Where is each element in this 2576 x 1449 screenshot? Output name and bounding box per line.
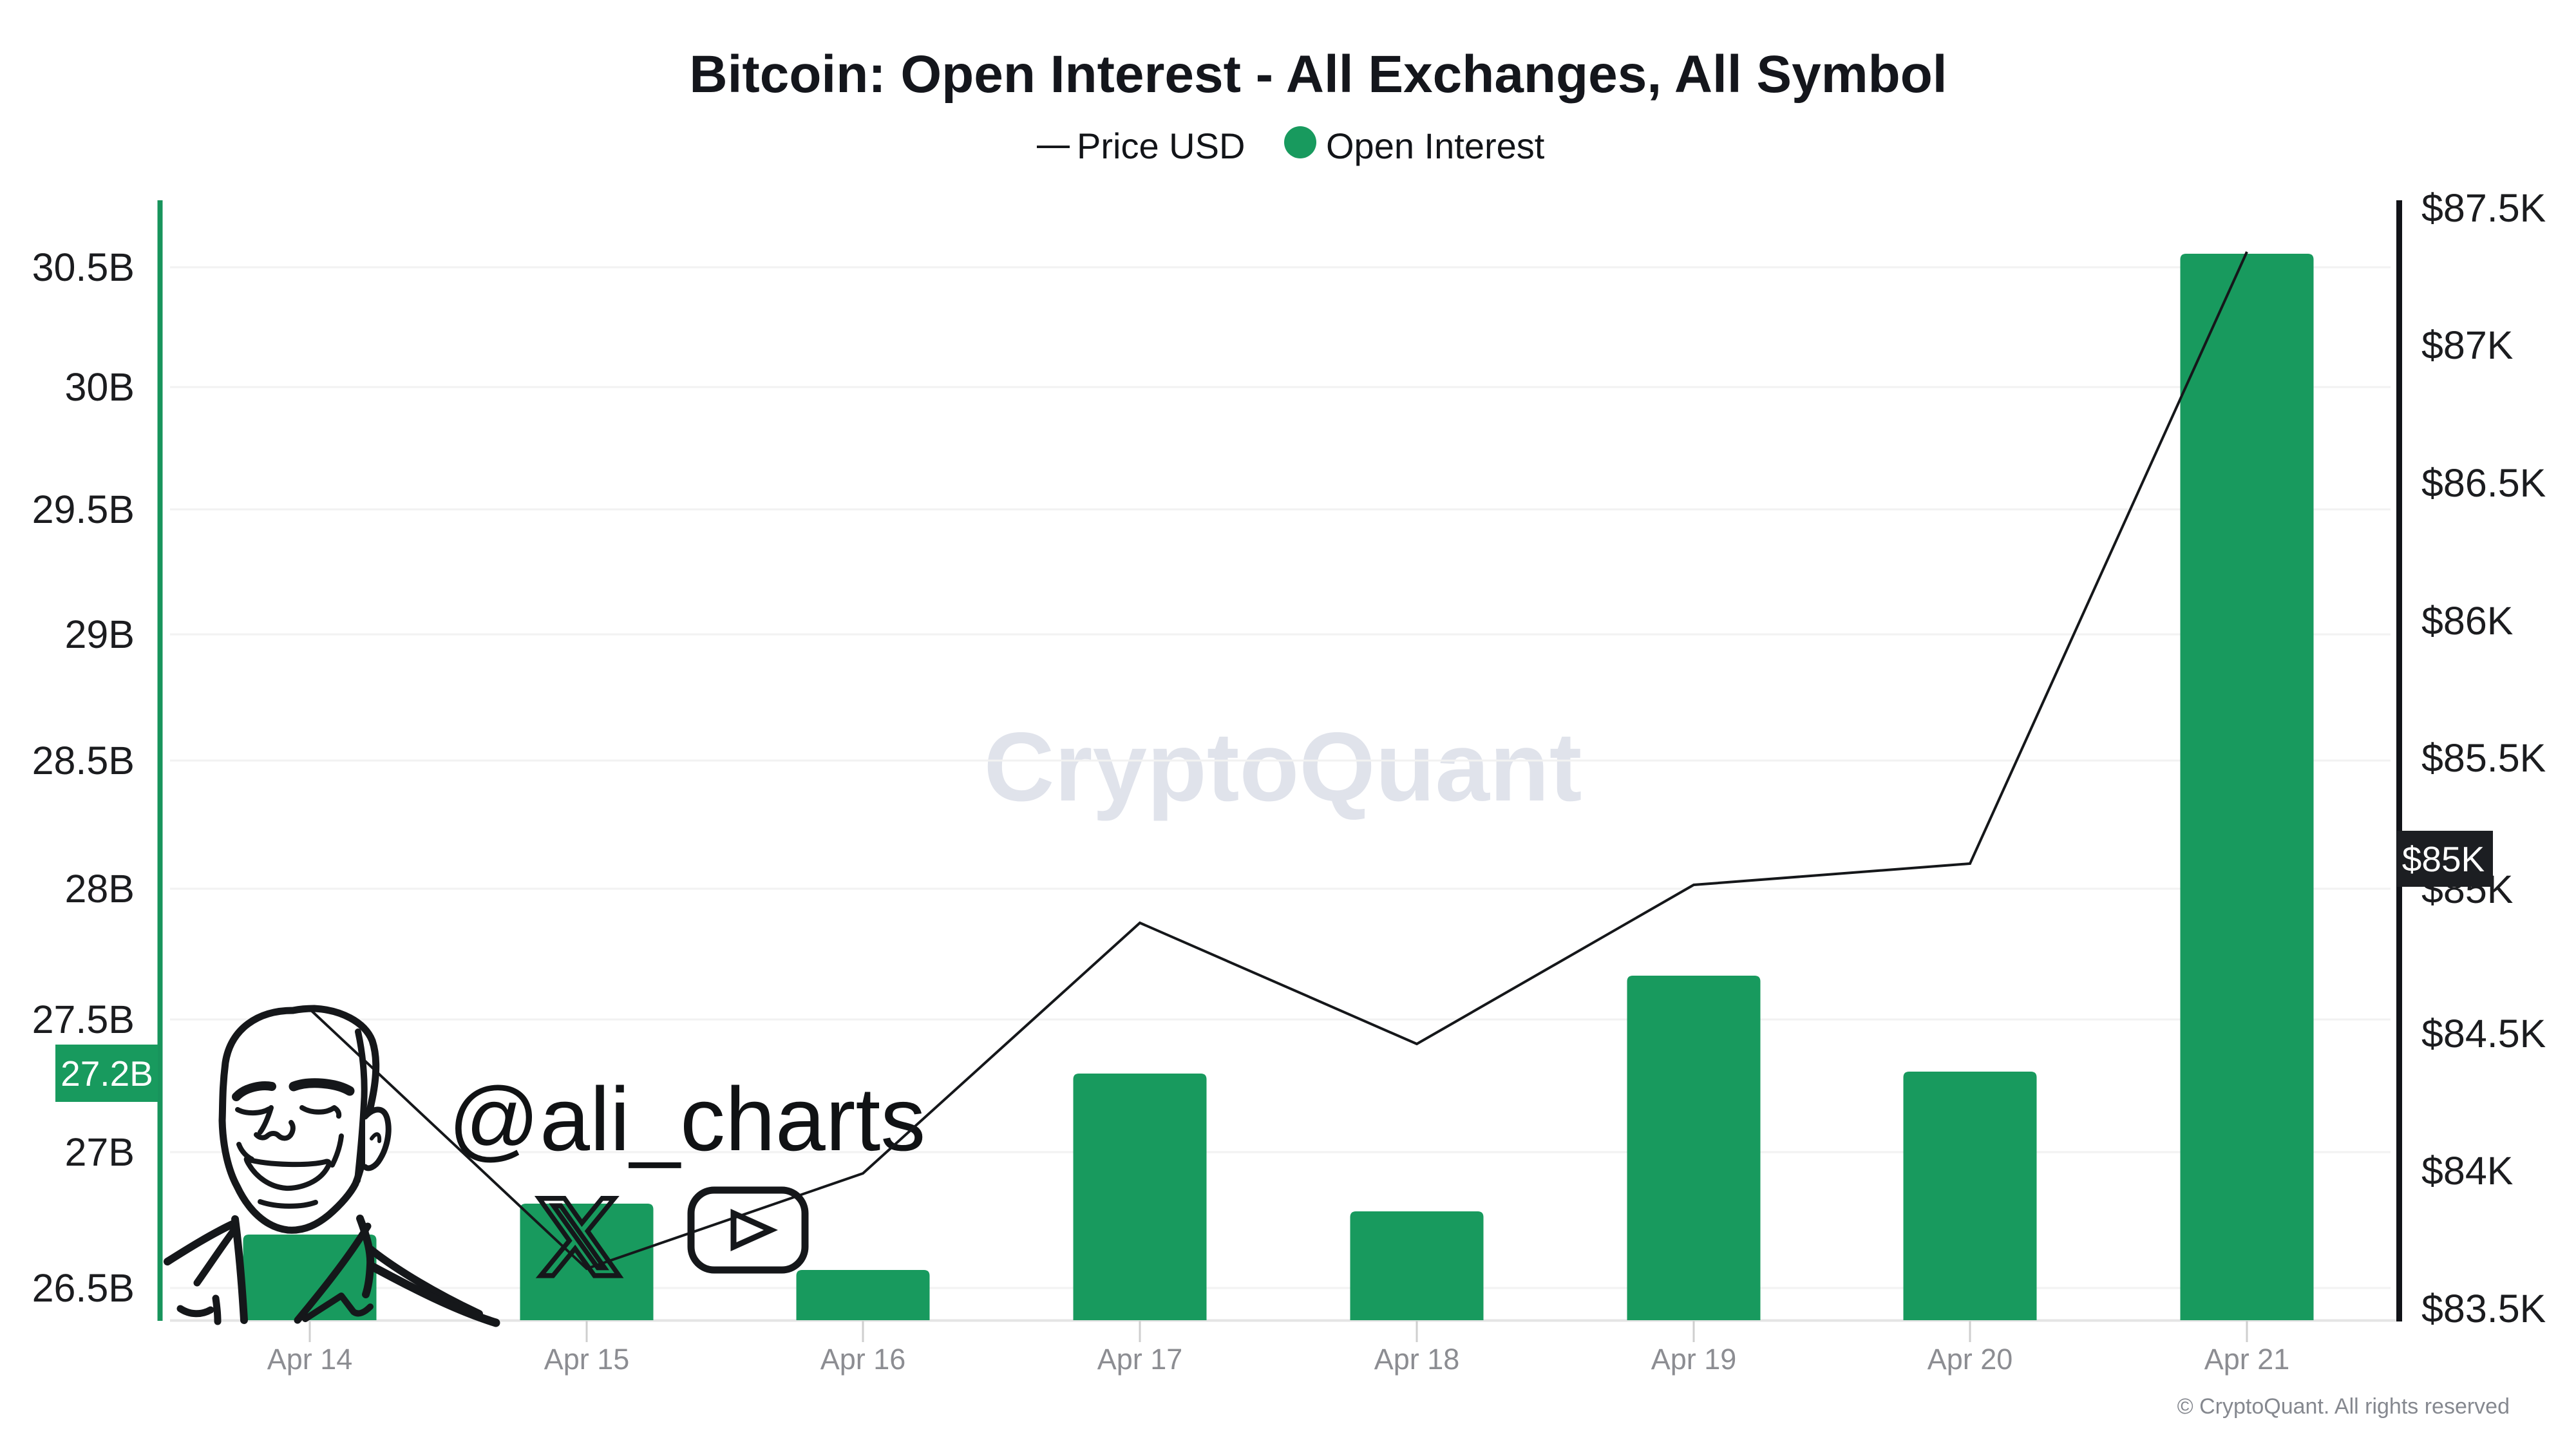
svg-text:27.2B: 27.2B (61, 1054, 153, 1094)
svg-text:Apr 19: Apr 19 (1651, 1343, 1737, 1376)
svg-text:Apr 18: Apr 18 (1374, 1343, 1460, 1376)
svg-text:29.5B: 29.5B (32, 488, 135, 531)
svg-text:Apr 15: Apr 15 (544, 1343, 630, 1376)
svg-text:© CryptoQuant. All rights rese: © CryptoQuant. All rights reserved (2177, 1394, 2510, 1419)
svg-text:$87K: $87K (2421, 323, 2513, 367)
svg-text:26.5B: 26.5B (32, 1266, 135, 1310)
svg-text:$85.5K: $85.5K (2421, 736, 2546, 780)
svg-text:CryptoQuant: CryptoQuant (984, 712, 1582, 822)
svg-text:Apr 17: Apr 17 (1097, 1343, 1183, 1376)
svg-text:27B: 27B (64, 1130, 135, 1174)
svg-text:$84.5K: $84.5K (2421, 1012, 2546, 1056)
svg-text:29B: 29B (64, 612, 135, 656)
svg-text:30.5B: 30.5B (32, 245, 135, 289)
svg-text:28B: 28B (64, 867, 135, 911)
svg-text:Apr 20: Apr 20 (1927, 1343, 2013, 1376)
svg-text:Open Interest: Open Interest (1326, 126, 1545, 166)
svg-text:$87.5K: $87.5K (2421, 186, 2546, 230)
svg-text:Price USD: Price USD (1077, 126, 1245, 166)
svg-text:28.5B: 28.5B (32, 739, 135, 782)
svg-text:27.5B: 27.5B (32, 998, 135, 1041)
svg-text:@ali_charts: @ali_charts (448, 1068, 925, 1170)
svg-text:Bitcoin: Open Interest - All E: Bitcoin: Open Interest - All Exchanges, … (689, 45, 1947, 104)
svg-text:Apr 21: Apr 21 (2204, 1343, 2290, 1376)
svg-text:$86.5K: $86.5K (2421, 461, 2546, 505)
svg-text:$84K: $84K (2421, 1149, 2513, 1193)
svg-text:$86K: $86K (2421, 599, 2513, 643)
svg-text:$83.5K: $83.5K (2421, 1287, 2546, 1331)
svg-text:Apr 14: Apr 14 (267, 1343, 353, 1376)
svg-text:30B: 30B (64, 365, 135, 409)
svg-text:$85K: $85K (2402, 839, 2485, 879)
svg-text:Apr 16: Apr 16 (820, 1343, 906, 1376)
